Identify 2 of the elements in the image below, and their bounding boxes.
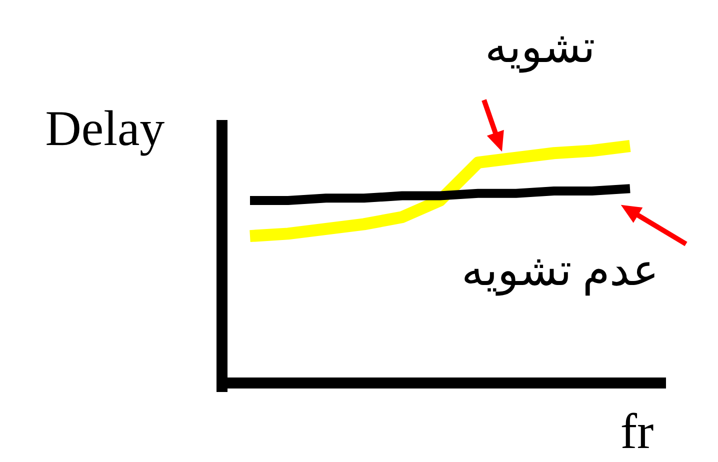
x-axis-title: fr xyxy=(620,403,654,459)
y-axis-title: Delay xyxy=(45,100,165,156)
